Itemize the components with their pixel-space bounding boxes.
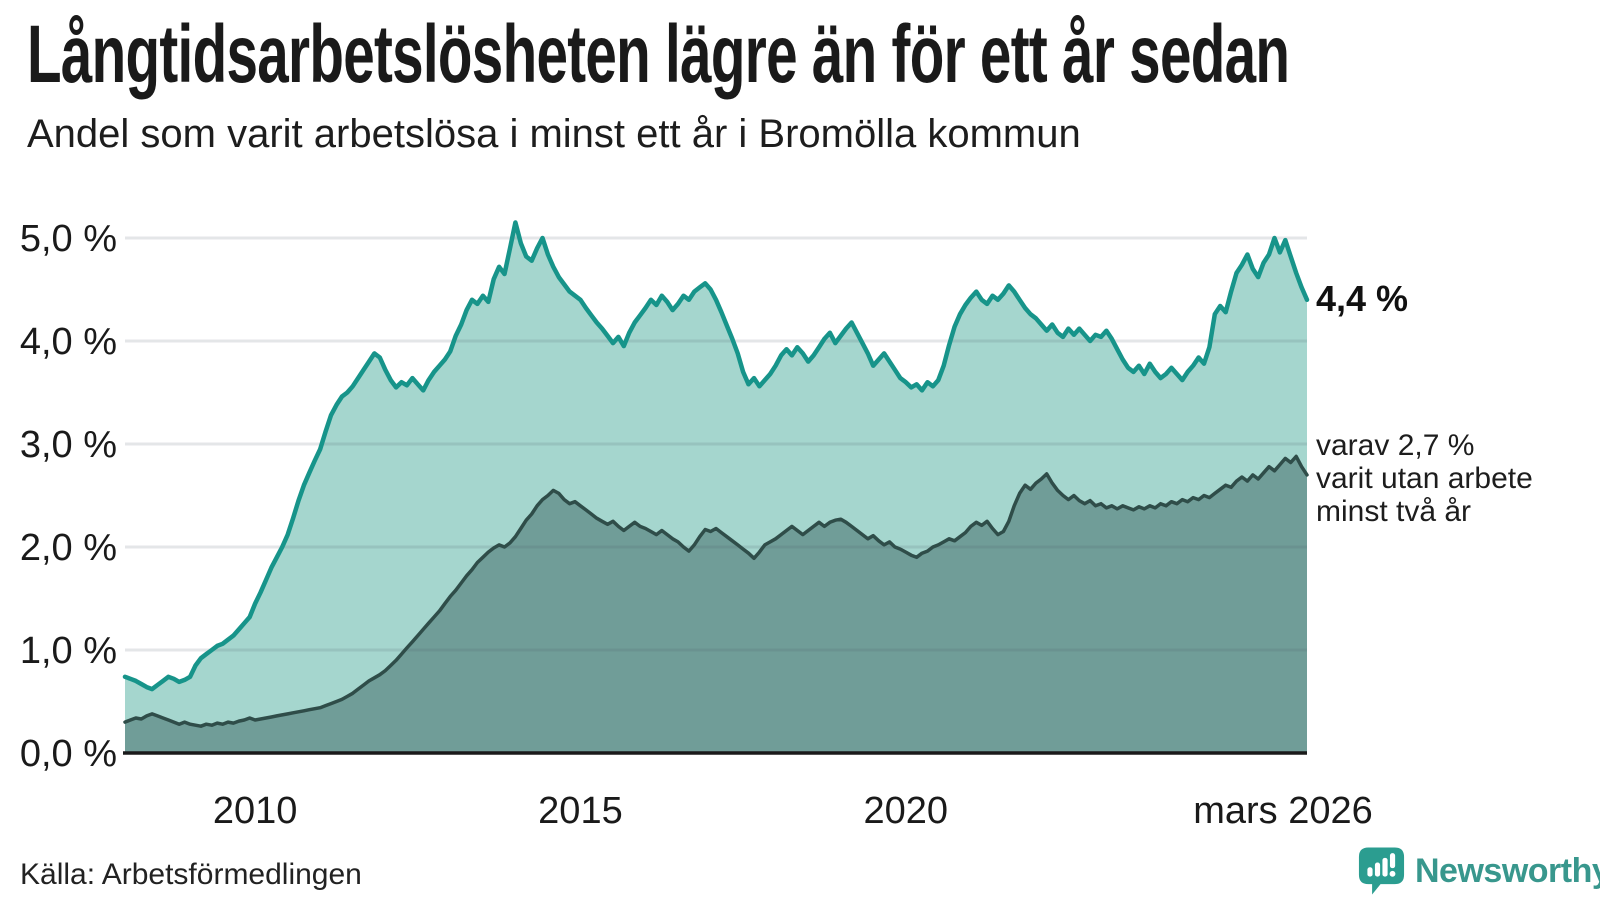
secondary-series-line bbox=[123, 454, 1309, 728]
secondary-annotation-line-3: minst två år bbox=[1316, 494, 1472, 528]
y-tick-label-4: 4,0 % bbox=[20, 321, 117, 363]
y-tick-label-3: 3,0 % bbox=[20, 424, 117, 466]
x-axis-tick-labels: 2010 2015 2020 mars 2026 bbox=[213, 790, 1373, 832]
newsworthy-wordmark: Newsworthy bbox=[1415, 851, 1600, 890]
y-axis-tick-labels: 0,0 % 1,0 % 2,0 % 3,0 % 4,0 % 5,0 % bbox=[20, 218, 117, 775]
x-tick-label-mars-2026: mars 2026 bbox=[1193, 790, 1373, 832]
source-credit: Källa: Arbetsförmedlingen bbox=[20, 858, 362, 891]
x-tick-label-2015: 2015 bbox=[538, 790, 623, 832]
y-tick-label-1: 1,0 % bbox=[20, 630, 117, 672]
secondary-series-annotation: varav 2,7 % varit utan arbete minst två … bbox=[1316, 429, 1533, 528]
secondary-annotation-line-1: varav 2,7 % bbox=[1316, 428, 1475, 462]
secondary-series-area bbox=[125, 456, 1307, 753]
x-tick-label-2020: 2020 bbox=[863, 790, 948, 832]
secondary-annotation-line-2: varit utan arbete bbox=[1316, 461, 1533, 495]
chart-subtitle: Andel som varit arbetslösa i minst ett å… bbox=[27, 112, 1081, 156]
total-series-line bbox=[122, 220, 1310, 692]
newsworthy-bubble-icon bbox=[1358, 847, 1405, 895]
series-areas bbox=[125, 222, 1307, 753]
y-tick-label-0: 0,0 % bbox=[20, 733, 117, 775]
newsworthy-logo: Newsworthy bbox=[1358, 846, 1600, 896]
gridlines bbox=[125, 236, 1307, 652]
total-series-end-value-label: 4,4 % bbox=[1316, 277, 1409, 319]
x-tick-label-2010: 2010 bbox=[213, 790, 298, 832]
y-tick-label-2: 2,0 % bbox=[20, 527, 117, 569]
series-lines bbox=[122, 220, 1310, 728]
chart-title: Långtidsarbetslösheten lägre än för ett … bbox=[27, 9, 1290, 100]
y-tick-label-5: 5,0 % bbox=[20, 218, 117, 260]
